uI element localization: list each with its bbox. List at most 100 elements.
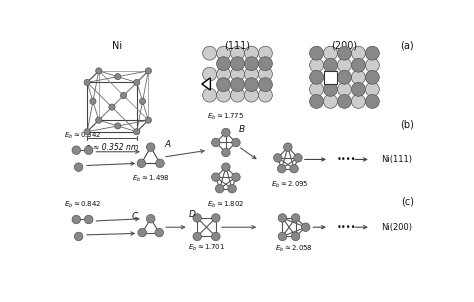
Circle shape [337,46,351,60]
Text: (b): (b) [401,119,414,129]
Text: $E_b\approx2.058$: $E_b\approx2.058$ [275,244,313,254]
Circle shape [245,46,258,60]
Text: (111): (111) [225,41,250,51]
Circle shape [245,88,258,102]
Circle shape [351,70,365,84]
Circle shape [365,70,379,84]
Circle shape [72,215,81,224]
FancyBboxPatch shape [324,71,337,84]
Text: Ni: Ni [112,41,122,51]
Text: Ni(111): Ni(111) [381,155,412,164]
Circle shape [84,215,93,224]
Circle shape [156,159,164,168]
Circle shape [245,67,258,81]
Circle shape [193,214,201,222]
Circle shape [230,67,245,81]
Circle shape [292,232,300,241]
Circle shape [230,88,245,102]
Circle shape [84,129,90,135]
Text: a ≈ 0.352 nm: a ≈ 0.352 nm [86,143,138,152]
Circle shape [134,79,140,85]
Text: $E_b\approx1.498$: $E_b\approx1.498$ [132,174,170,184]
Circle shape [228,185,237,193]
Circle shape [222,163,230,171]
Circle shape [232,173,240,182]
Circle shape [294,154,302,162]
Text: (a): (a) [401,41,414,51]
Text: Ni(200): Ni(200) [381,223,412,232]
Circle shape [301,223,310,231]
Circle shape [138,228,146,237]
Circle shape [217,88,230,102]
Circle shape [137,159,146,168]
Circle shape [115,74,121,80]
Circle shape [351,82,365,96]
Circle shape [211,214,220,222]
Circle shape [245,78,258,92]
Circle shape [193,232,201,241]
Circle shape [351,95,365,108]
Circle shape [115,123,121,129]
Text: B: B [238,125,245,134]
Text: $E_b\approx0.842$: $E_b\approx0.842$ [64,131,101,141]
Circle shape [222,148,230,157]
Circle shape [202,67,217,81]
Circle shape [230,78,245,92]
Circle shape [155,228,164,237]
Text: $E_b\approx2.095$: $E_b\approx2.095$ [271,179,308,190]
Circle shape [146,214,155,223]
Circle shape [258,88,273,102]
Circle shape [277,165,286,173]
Circle shape [310,95,324,108]
Circle shape [217,57,230,71]
Circle shape [310,46,324,60]
Circle shape [84,146,93,154]
Text: ••••: •••• [337,223,356,232]
Circle shape [120,92,127,99]
Circle shape [258,78,273,92]
Text: $E_b\approx1.775$: $E_b\approx1.775$ [207,112,245,123]
Text: D: D [189,210,196,219]
Text: (c): (c) [401,196,414,206]
Circle shape [217,46,230,60]
Circle shape [324,95,337,108]
Circle shape [72,146,81,154]
Circle shape [84,79,90,85]
Circle shape [90,98,96,104]
Circle shape [278,214,287,222]
Circle shape [283,143,292,151]
Text: (200): (200) [331,41,357,51]
Circle shape [310,82,324,96]
Circle shape [217,78,230,92]
Circle shape [324,82,337,96]
Circle shape [230,57,245,71]
Circle shape [324,58,337,72]
Text: A: A [164,140,171,149]
Text: $E_b\approx1.701$: $E_b\approx1.701$ [188,243,225,253]
Circle shape [310,70,324,84]
Circle shape [278,232,287,241]
Circle shape [202,88,217,102]
Circle shape [351,58,365,72]
Circle shape [74,163,83,171]
Circle shape [217,67,230,81]
Circle shape [273,154,282,162]
Circle shape [232,138,240,147]
Text: C: C [132,212,138,221]
Circle shape [222,128,230,137]
Circle shape [365,82,379,96]
Circle shape [96,68,102,74]
Circle shape [211,173,220,182]
Circle shape [74,232,83,241]
Circle shape [202,46,217,60]
Circle shape [109,104,115,110]
Circle shape [145,117,152,123]
Circle shape [139,98,146,104]
Circle shape [258,46,273,60]
Circle shape [292,214,300,222]
Circle shape [134,129,140,135]
Circle shape [351,46,365,60]
Circle shape [337,58,351,72]
Text: $E_b\approx0.842$: $E_b\approx0.842$ [64,200,101,210]
Circle shape [365,46,379,60]
